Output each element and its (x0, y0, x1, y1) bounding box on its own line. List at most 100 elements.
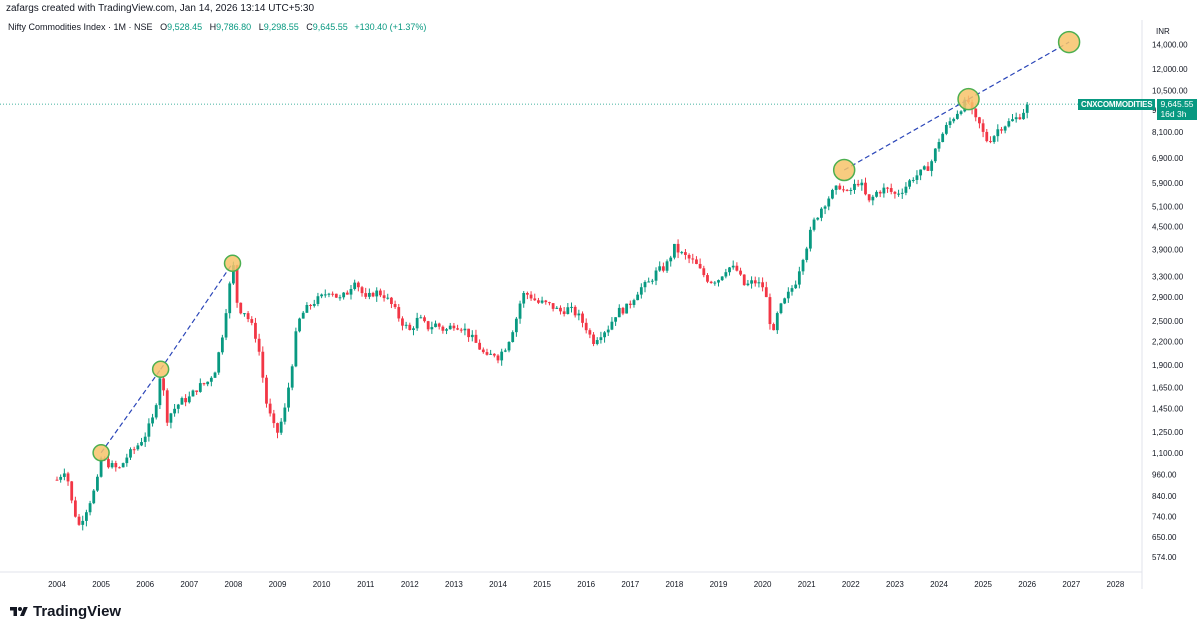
time-tick-label: 2012 (401, 580, 419, 589)
candle-body (180, 398, 184, 405)
candle-body (323, 294, 327, 296)
time-tick-label: 2004 (48, 580, 66, 589)
candle-body (581, 313, 584, 323)
candle-body (382, 295, 386, 299)
time-tick-label: 2027 (1062, 580, 1080, 589)
price-chart[interactable]: 14,000.0012,000.0010,500.009,300.008,100… (0, 0, 1200, 600)
price-tick-label: 2,500.00 (1152, 317, 1184, 326)
candle-body (503, 350, 507, 352)
candle-body (246, 313, 250, 320)
candle-body (742, 274, 746, 286)
close-label: C (306, 22, 313, 32)
candle-body (533, 298, 537, 301)
candle-body (419, 317, 423, 319)
candle-body (955, 113, 959, 119)
candle-body (816, 217, 820, 220)
candle-body (875, 191, 878, 197)
candle-body (617, 307, 621, 318)
candle-body (232, 265, 235, 284)
candle-body (500, 351, 504, 361)
candle-body (470, 334, 474, 338)
highlight-circles (92, 30, 1081, 462)
candle-body (1011, 119, 1014, 122)
candle-body (191, 390, 195, 397)
candle-body (658, 266, 662, 271)
time-axis[interactable]: 2004 2005 2006 2007 2008 2009 2010 2011 2012 2013… (48, 580, 1125, 589)
time-tick-label: 2026 (1018, 580, 1036, 589)
candle-body (764, 287, 768, 298)
candle-body (423, 317, 426, 322)
candle-body (790, 288, 794, 292)
highlight-circle (151, 360, 170, 379)
candle-body (926, 166, 930, 171)
candle-body (316, 296, 320, 304)
candle-body (698, 263, 702, 269)
candle-body (757, 282, 761, 284)
candle-body (555, 307, 559, 309)
candle-body (808, 229, 812, 249)
candle-body (96, 476, 99, 491)
candle-body (195, 390, 199, 392)
candle-body (526, 292, 529, 295)
candle-body (1018, 117, 1022, 120)
candle-body (731, 265, 735, 268)
candle-body (463, 328, 467, 331)
candle-body (739, 270, 742, 275)
candle-body (779, 303, 783, 314)
candle-body (897, 193, 900, 195)
candle-body (820, 208, 823, 218)
low-value: 9,298.55 (263, 22, 299, 32)
candle-body (257, 338, 261, 352)
candle-body (559, 307, 562, 312)
candle-body (636, 294, 640, 301)
price-tick-label: 5,900.00 (1152, 179, 1184, 188)
candle-body (823, 206, 827, 209)
candle-body (224, 313, 228, 338)
candle-body (364, 293, 368, 297)
candle-body (838, 185, 842, 190)
price-tick-label: 1,650.00 (1152, 384, 1184, 393)
candle-body (959, 111, 963, 114)
candle-body (915, 175, 919, 180)
candle-body (908, 180, 911, 187)
candle-body (584, 322, 588, 331)
chart-credit: zafargs created with TradingView.com, Ja… (6, 3, 315, 14)
candle-body (309, 304, 312, 306)
candle-body (243, 313, 246, 315)
price-axis[interactable]: 14,000.0012,000.0010,500.009,300.008,100… (1152, 40, 1188, 562)
candle-body (639, 287, 643, 295)
trendline (160, 262, 234, 370)
candle-body (55, 479, 59, 481)
candle-body (603, 332, 606, 338)
candle-body (845, 189, 849, 191)
candle-body (632, 300, 636, 305)
candle-body (654, 270, 658, 281)
candle-body (99, 458, 103, 477)
candle-body (272, 413, 276, 424)
candle-body (379, 290, 382, 296)
candle-body (118, 467, 121, 469)
candle-body (783, 298, 787, 304)
candle-body (1007, 121, 1011, 127)
candle-body (746, 283, 750, 286)
close-value: 9,645.55 (312, 22, 348, 32)
time-tick-label: 2008 (225, 580, 243, 589)
candle-body (1003, 126, 1007, 131)
candle-body (625, 303, 629, 314)
candle-body (217, 352, 221, 373)
time-tick-label: 2018 (666, 580, 684, 589)
candle-body (599, 337, 603, 341)
price-box: 9,645.55 16d 3h (1157, 99, 1197, 121)
price-tick-label: 3,300.00 (1152, 272, 1184, 281)
candle-body (544, 300, 548, 303)
candle-body (566, 307, 570, 315)
highlight-circle (832, 158, 856, 182)
symbol-tag: CNXCOMMODITIES (1078, 99, 1156, 111)
candle-body (412, 328, 415, 331)
candle-body (849, 189, 853, 191)
candle-body (540, 300, 544, 303)
tradingview-logo[interactable]: TradingView (8, 603, 121, 620)
last-price-tag: CNXCOMMODITIES 9,645.55 16d 3h (1078, 99, 1197, 121)
candle-body (570, 306, 573, 308)
candle-body (77, 516, 81, 525)
